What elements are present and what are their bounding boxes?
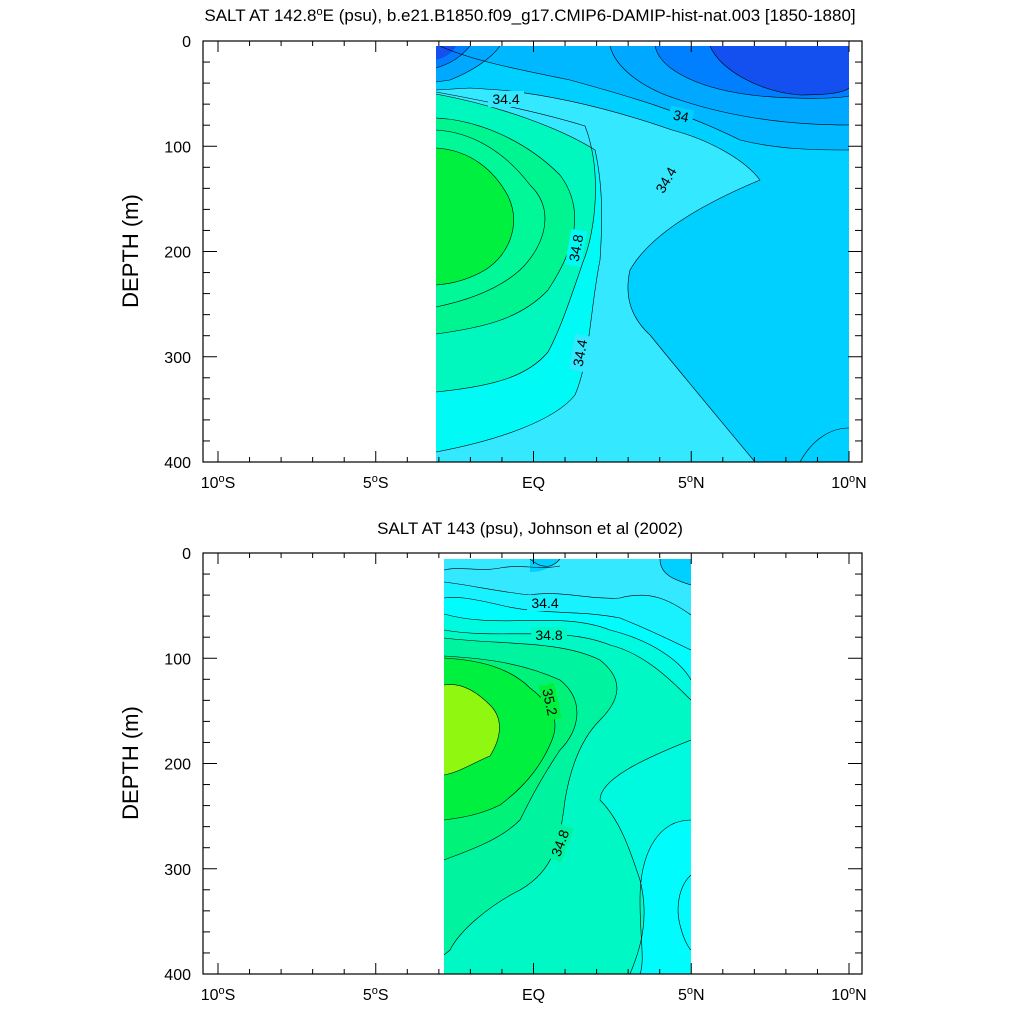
obs-line-6: [444, 655, 578, 861]
chart-title-model: SALT AT 142.8oE (psu), b.e21.B1850.f09_g…: [204, 6, 855, 25]
x-tick-label: EQ: [522, 475, 545, 492]
x-tick-label: 5oS: [363, 985, 389, 1004]
contour-line-11: [436, 46, 501, 83]
y-tick-label: 200: [164, 757, 191, 774]
contour-label-4: 34.8: [566, 233, 587, 263]
contour-line-1: [436, 93, 602, 453]
x-tick-label: 10oN: [831, 985, 866, 1004]
y-tick-label: 300: [164, 862, 191, 879]
y-tick-label: 400: [164, 967, 191, 984]
contour-band-deep-right: [800, 428, 849, 462]
obs-label-bg-2: [531, 627, 567, 643]
obs-label-bg-3: [538, 682, 562, 722]
contour-band-surface-3: [436, 46, 456, 60]
x-tick-label: 5oN: [678, 473, 705, 492]
y-tick-label: 400: [164, 455, 191, 472]
contour-label-bg-2: [667, 105, 695, 127]
obs-label-bg-4: [546, 823, 574, 863]
obs-band-34.3: [444, 559, 691, 615]
y-tick-label: 200: [164, 245, 191, 262]
obs-line-9: [444, 596, 691, 651]
x-tick-label: 10oS: [201, 985, 236, 1004]
chart-title-observed: SALT AT 143 (psu), Johnson et al (2002): [377, 519, 683, 538]
axes-observed: 0 100 200 300 400 10oS 5oS EQ 5oN 10oN: [164, 546, 866, 1004]
contour-label-1: 34.4: [492, 91, 519, 107]
obs-line-12: [659, 559, 691, 586]
contour-label-bg-1: [488, 91, 524, 107]
axes-model: 0 100 200 300 400 10oS 5oS EQ 5oN 10oN: [164, 34, 866, 492]
contour-line-10: [709, 46, 849, 96]
panel-observed: SALT AT 143 (psu), Johnson et al (2002): [118, 519, 867, 1004]
contour-field-observed: 34.4 34.8 35.2 34.8: [444, 559, 691, 974]
panel-model: SALT AT 142.8oE (psu), b.e21.B1850.f09_g…: [118, 6, 867, 492]
obs-band-34.7-deep: [678, 875, 691, 950]
y-axis-label-model: DEPTH (m): [118, 194, 143, 308]
contour-band-33.4: [710, 46, 849, 95]
contour-line-4: [436, 129, 546, 308]
contour-label-5: 34.4: [570, 338, 591, 368]
contour-line-9: [654, 46, 849, 99]
obs-line-13: [677, 874, 691, 951]
contour-line-6: [436, 87, 761, 462]
x-tick-label: 10oS: [201, 473, 236, 492]
contour-label-2: 34: [672, 107, 691, 126]
contour-field-model: 34.4 34 34.4 34.8 34.4: [436, 46, 849, 462]
obs-band-34.2: [530, 559, 691, 585]
contour-band-35.2: [436, 148, 514, 285]
y-tick-label: 100: [164, 651, 191, 668]
obs-label-1: 34.4: [531, 595, 558, 611]
contour-label-bg-5: [568, 333, 592, 373]
obs-line-1: [444, 613, 691, 681]
contour-line-8: [609, 46, 849, 126]
obs-line-10: [444, 581, 691, 616]
y-axis-label-observed: DEPTH (m): [118, 706, 143, 820]
y-tick-label: 300: [164, 350, 191, 367]
contour-label-bg-4: [564, 228, 588, 268]
x-tick-label: 5oS: [363, 473, 389, 492]
obs-label-3: 35.2: [539, 687, 560, 717]
obs-line-8: [444, 684, 500, 776]
contour-line-12: [436, 46, 471, 69]
obs-line-2: [639, 819, 691, 974]
obs-line-4: [599, 739, 691, 974]
obs-line-14: [444, 565, 561, 571]
contour-line-5: [436, 147, 514, 286]
obs-line-5: [444, 637, 618, 956]
y-tick-label: 0: [182, 34, 191, 51]
obs-line-7: [444, 657, 556, 821]
x-tick-label: EQ: [522, 987, 545, 1004]
contour-line-13: [799, 427, 849, 462]
obs-label-bg-1: [527, 595, 563, 611]
contour-line-2: [436, 91, 596, 393]
y-tick-label: 100: [164, 139, 191, 156]
obs-band-35.3: [444, 684, 500, 775]
y-tick-label: 0: [182, 546, 191, 563]
contour-band-34.2: [436, 46, 849, 462]
obs-label-2: 34.8: [535, 627, 562, 643]
x-tick-label: 10oN: [831, 473, 866, 492]
contour-label-bg-3: [650, 160, 682, 200]
contour-line-7: [439, 46, 849, 151]
x-tick-label: 5oN: [678, 985, 705, 1004]
obs-line-3: [444, 629, 691, 701]
